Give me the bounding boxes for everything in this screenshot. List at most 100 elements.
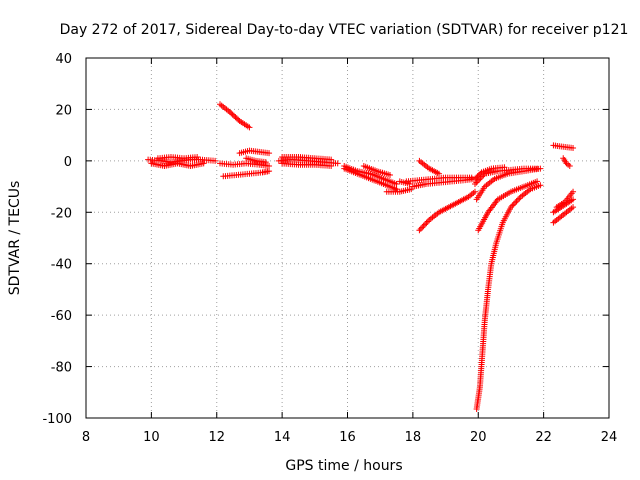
series-arc-29 — [550, 204, 577, 226]
x-tick-label: 10 — [143, 430, 160, 445]
series-arc-10 — [279, 160, 335, 169]
data-point — [266, 163, 273, 169]
chart-title: Day 272 of 2017, Sidereal Day-to-day VTE… — [60, 22, 629, 38]
data-points — [145, 101, 577, 412]
series-arc-13 — [341, 165, 400, 193]
data-point — [231, 112, 238, 119]
series-arc-11 — [279, 154, 335, 163]
series-arc-7 — [236, 147, 273, 157]
data-point — [422, 221, 429, 228]
x-tick-label: 8 — [82, 430, 90, 445]
series-arc-14 — [360, 163, 393, 178]
data-point — [474, 178, 481, 185]
data-point — [516, 195, 523, 202]
data-point — [233, 115, 240, 122]
x-tick-label: 22 — [535, 430, 552, 445]
y-tick-label: -20 — [51, 206, 72, 221]
data-point — [570, 188, 577, 195]
data-point — [570, 204, 577, 211]
series-arc-4 — [217, 101, 253, 131]
y-tick-label: -60 — [51, 309, 72, 324]
data-point — [417, 225, 424, 232]
data-point — [393, 181, 400, 187]
series-arc-3 — [154, 154, 201, 162]
series-arc-26 — [550, 142, 577, 151]
data-point — [229, 111, 236, 118]
y-axis-label: SDTVAR / TECUs — [7, 181, 23, 296]
series-arc-17 — [416, 157, 443, 177]
data-point — [235, 116, 242, 123]
axis-ticks: 8 10 12 14 16 18 20 22 24 -100 -80 -60 -40 -20 0 20 40 — [42, 52, 617, 445]
data-point — [480, 172, 487, 179]
series-arc-15 — [383, 186, 415, 195]
x-axis-label: GPS time / hours — [285, 458, 402, 474]
data-point — [266, 168, 273, 175]
series-arc-16 — [396, 178, 413, 187]
data-point — [416, 227, 423, 234]
data-point — [386, 172, 393, 178]
data-point — [212, 157, 219, 164]
data-point — [473, 179, 480, 186]
series-arc-5 — [217, 160, 273, 169]
x-tick-label: 14 — [274, 430, 291, 445]
data-point — [471, 181, 478, 187]
data-point — [246, 124, 253, 131]
series-arc-18 — [403, 174, 475, 185]
data-point — [419, 224, 426, 231]
series-arc-20 — [416, 188, 478, 234]
data-point — [406, 181, 413, 187]
x-tick-label: 20 — [470, 430, 487, 445]
series-arc-2 — [148, 160, 207, 169]
data-point — [509, 202, 516, 209]
data-point — [328, 156, 335, 163]
data-point — [537, 182, 544, 189]
data-point — [512, 199, 519, 206]
data-point — [476, 176, 483, 183]
data-point — [194, 154, 201, 160]
x-tick-label: 16 — [339, 430, 356, 445]
x-tick-label: 24 — [601, 430, 618, 445]
series-arc-6 — [220, 168, 273, 180]
series-arc-25 — [475, 178, 541, 234]
y-tick-label: -100 — [42, 412, 72, 427]
data-point — [478, 173, 485, 180]
data-point — [226, 109, 233, 115]
data-point — [420, 222, 427, 229]
y-tick-label: 0 — [64, 155, 72, 170]
data-point — [200, 160, 207, 167]
y-tick-label: -80 — [51, 361, 72, 376]
x-tick-label: 12 — [208, 430, 225, 445]
data-point — [266, 150, 273, 157]
data-point — [513, 198, 520, 205]
series-arc-19 — [409, 175, 478, 190]
y-tick-label: 40 — [55, 52, 72, 67]
series-arc-8 — [243, 155, 269, 166]
data-point — [514, 196, 521, 203]
data-point — [393, 186, 400, 193]
series-arc-23 — [473, 165, 544, 203]
data-point — [566, 163, 573, 169]
data-point — [570, 196, 577, 203]
data-point — [570, 145, 577, 151]
y-tick-label: -40 — [51, 258, 72, 273]
data-point — [471, 188, 478, 195]
series-arc-30 — [553, 188, 577, 211]
grid-lines — [86, 58, 609, 418]
data-point — [507, 204, 514, 211]
data-point — [232, 114, 239, 121]
y-tick-label: 20 — [55, 103, 72, 118]
data-point — [228, 110, 235, 117]
x-tick-label: 18 — [405, 430, 422, 445]
data-point — [334, 160, 341, 167]
data-point — [537, 165, 544, 172]
data-point — [477, 175, 484, 182]
data-point — [423, 219, 430, 226]
data-point — [328, 163, 335, 169]
data-point — [424, 218, 431, 225]
series-arc-27 — [560, 155, 573, 169]
series-arc-24 — [473, 182, 544, 412]
data-point — [262, 159, 269, 166]
data-point — [510, 201, 517, 208]
data-point — [534, 178, 541, 185]
